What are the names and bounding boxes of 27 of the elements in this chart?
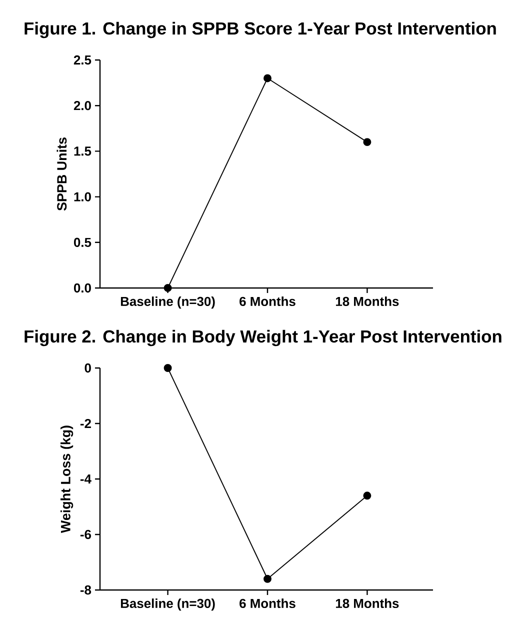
point (264, 74, 272, 82)
y-tick-label: -6 (80, 530, 92, 540)
x-tick-label: Baseline (n=30) (120, 598, 215, 611)
y-tick-label: -8 (80, 585, 92, 595)
y-axis-title: SPPB Units (56, 138, 67, 211)
point (264, 574, 272, 583)
x-tick-label: 6 Months (240, 598, 296, 608)
y-tick-label: 0.0 (74, 283, 91, 293)
y-tick-label: 0.5 (74, 238, 92, 247)
chart-title: Figure 1. Change in SPPB Score 1-Year Post Intervention (24, 22, 496, 38)
point (164, 364, 172, 372)
y-tick-label: 1.5 (74, 146, 92, 156)
y-tick-label: 1.0 (74, 192, 91, 202)
point (363, 138, 372, 146)
y-tick-label: 2.5 (74, 55, 92, 65)
x-tick-label: 18 Months (336, 598, 399, 608)
x-tick-label: 6 Months (240, 296, 296, 306)
y-tick-label: -4 (80, 474, 92, 484)
x-tick-label: 18 Months (336, 296, 399, 306)
y-tick-label: 0 (84, 363, 91, 373)
y-axis-title: Weight Loss (kg) (60, 426, 74, 534)
point (164, 284, 172, 292)
chart-title: Figure 2. Change in Body Weight 1-Year Post Intervention (24, 330, 502, 346)
point (363, 492, 372, 500)
y-tick-label: 2.0 (74, 101, 91, 110)
x-tick-label: Baseline (n=30) (120, 296, 215, 309)
y-tick-label: -2 (80, 418, 91, 428)
